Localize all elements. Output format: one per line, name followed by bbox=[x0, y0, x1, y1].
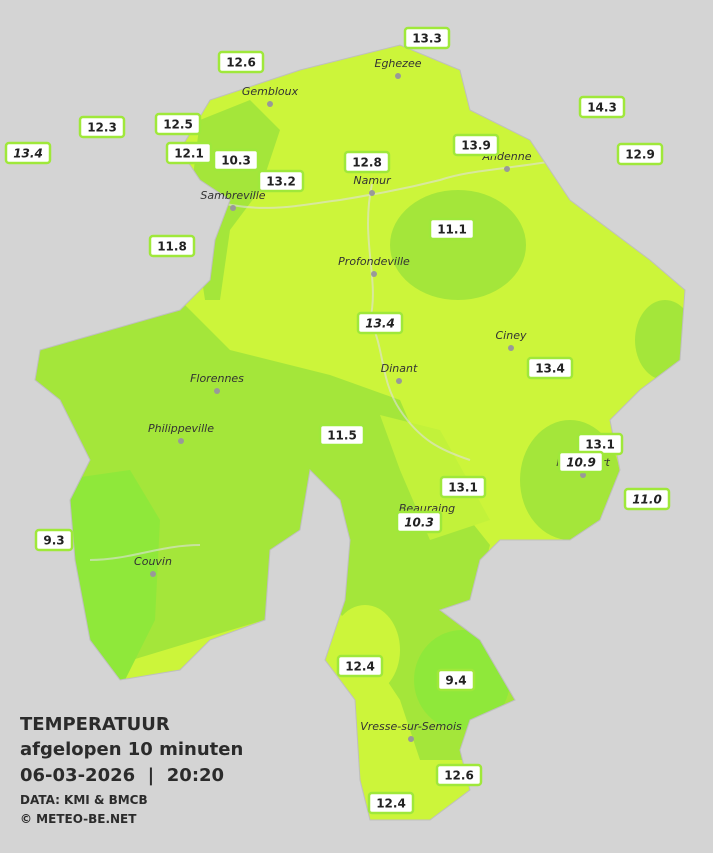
station-value: 9.4 bbox=[445, 674, 466, 688]
station-box bbox=[367, 791, 415, 815]
station-value: 13.1 bbox=[448, 481, 478, 495]
station-box bbox=[452, 133, 500, 157]
place-label: Florennes bbox=[190, 372, 244, 385]
station-box bbox=[428, 217, 476, 241]
place-dot bbox=[267, 101, 273, 107]
station-value: 13.9 bbox=[461, 139, 491, 153]
station-box bbox=[154, 112, 202, 136]
station-value: 13.4 bbox=[535, 362, 565, 376]
station-value: 12.4 bbox=[376, 797, 406, 811]
place-dot bbox=[580, 472, 586, 478]
title: TEMPERATUUR bbox=[20, 714, 170, 735]
stations: 13.3 12.6 12.3 12.5 13.4 14.3 12.9 13.9 12.1 10.3… bbox=[4, 26, 671, 815]
credit: © METEO-BE.NET bbox=[20, 812, 137, 826]
station-box bbox=[435, 763, 483, 787]
subtitle: afgelopen 10 minuten bbox=[20, 739, 243, 760]
station-value: 9.3 bbox=[43, 534, 64, 548]
station-box bbox=[336, 654, 384, 678]
station-box bbox=[217, 50, 265, 74]
place-label: Profondeville bbox=[338, 255, 410, 268]
place-dot bbox=[178, 438, 184, 444]
station-box bbox=[403, 26, 451, 50]
station-value: 13.1 bbox=[585, 438, 615, 452]
station-box bbox=[356, 311, 404, 335]
place-label: Eghezee bbox=[375, 57, 422, 70]
station-value: 10.3 bbox=[404, 516, 434, 530]
station-value: 11.8 bbox=[157, 240, 187, 254]
station-box bbox=[165, 141, 213, 165]
station-value: 12.6 bbox=[226, 56, 256, 70]
station-value: 12.9 bbox=[625, 148, 655, 162]
station-value: 11.5 bbox=[327, 429, 357, 443]
station-value: 12.1 bbox=[174, 147, 204, 161]
station-value: 12.8 bbox=[352, 156, 382, 170]
place-label: Namur bbox=[353, 174, 392, 187]
place-label: Sambreville bbox=[200, 189, 265, 202]
station-value: 10.3 bbox=[221, 154, 251, 168]
station-box bbox=[4, 141, 52, 165]
station-box bbox=[148, 234, 196, 258]
station-box bbox=[436, 668, 476, 692]
place-label: Philippeville bbox=[148, 422, 214, 435]
place-dot bbox=[508, 345, 514, 351]
place-label: Ciney bbox=[496, 329, 527, 342]
station-value: 11.1 bbox=[437, 223, 467, 237]
place-label: Dinant bbox=[381, 362, 418, 375]
station-value: 13.3 bbox=[412, 32, 442, 46]
station-box bbox=[257, 169, 305, 193]
station-box bbox=[318, 423, 366, 447]
place-dot bbox=[395, 73, 401, 79]
station-box bbox=[78, 115, 126, 139]
station-box bbox=[439, 475, 487, 499]
station-value: 11.0 bbox=[632, 493, 662, 507]
station-value: 13.4 bbox=[13, 147, 43, 161]
station-value: 12.5 bbox=[163, 118, 193, 132]
place-dot bbox=[369, 190, 375, 196]
place-label: Vresse-sur-Semois bbox=[360, 720, 462, 733]
station-box bbox=[343, 150, 391, 174]
place-dot bbox=[150, 571, 156, 577]
station-value: 12.3 bbox=[87, 121, 117, 135]
station-value: 10.9 bbox=[566, 456, 596, 470]
station-box bbox=[212, 148, 260, 172]
station-box bbox=[557, 450, 605, 474]
place-dot bbox=[408, 736, 414, 742]
credit: DATA: KMI & BMCB bbox=[20, 793, 148, 807]
station-box bbox=[616, 142, 664, 166]
place-dot bbox=[396, 378, 402, 384]
station-box bbox=[34, 528, 74, 552]
timestamp: 06-03-2026 | 20:20 bbox=[20, 765, 224, 786]
station-value: 14.3 bbox=[587, 101, 617, 115]
place-dot bbox=[214, 388, 220, 394]
station-box bbox=[395, 510, 443, 534]
station-value: 13.4 bbox=[365, 317, 395, 331]
station-box bbox=[623, 487, 671, 511]
place-label: Gembloux bbox=[242, 85, 299, 98]
station-value: 12.6 bbox=[444, 769, 474, 783]
place-dot bbox=[371, 271, 377, 277]
station-box bbox=[526, 356, 574, 380]
place-label: Couvin bbox=[134, 555, 172, 568]
place-dot bbox=[230, 205, 236, 211]
station-value: 12.4 bbox=[345, 660, 375, 674]
station-box bbox=[578, 95, 626, 119]
place-dot bbox=[504, 166, 510, 172]
station-value: 13.2 bbox=[266, 175, 296, 189]
